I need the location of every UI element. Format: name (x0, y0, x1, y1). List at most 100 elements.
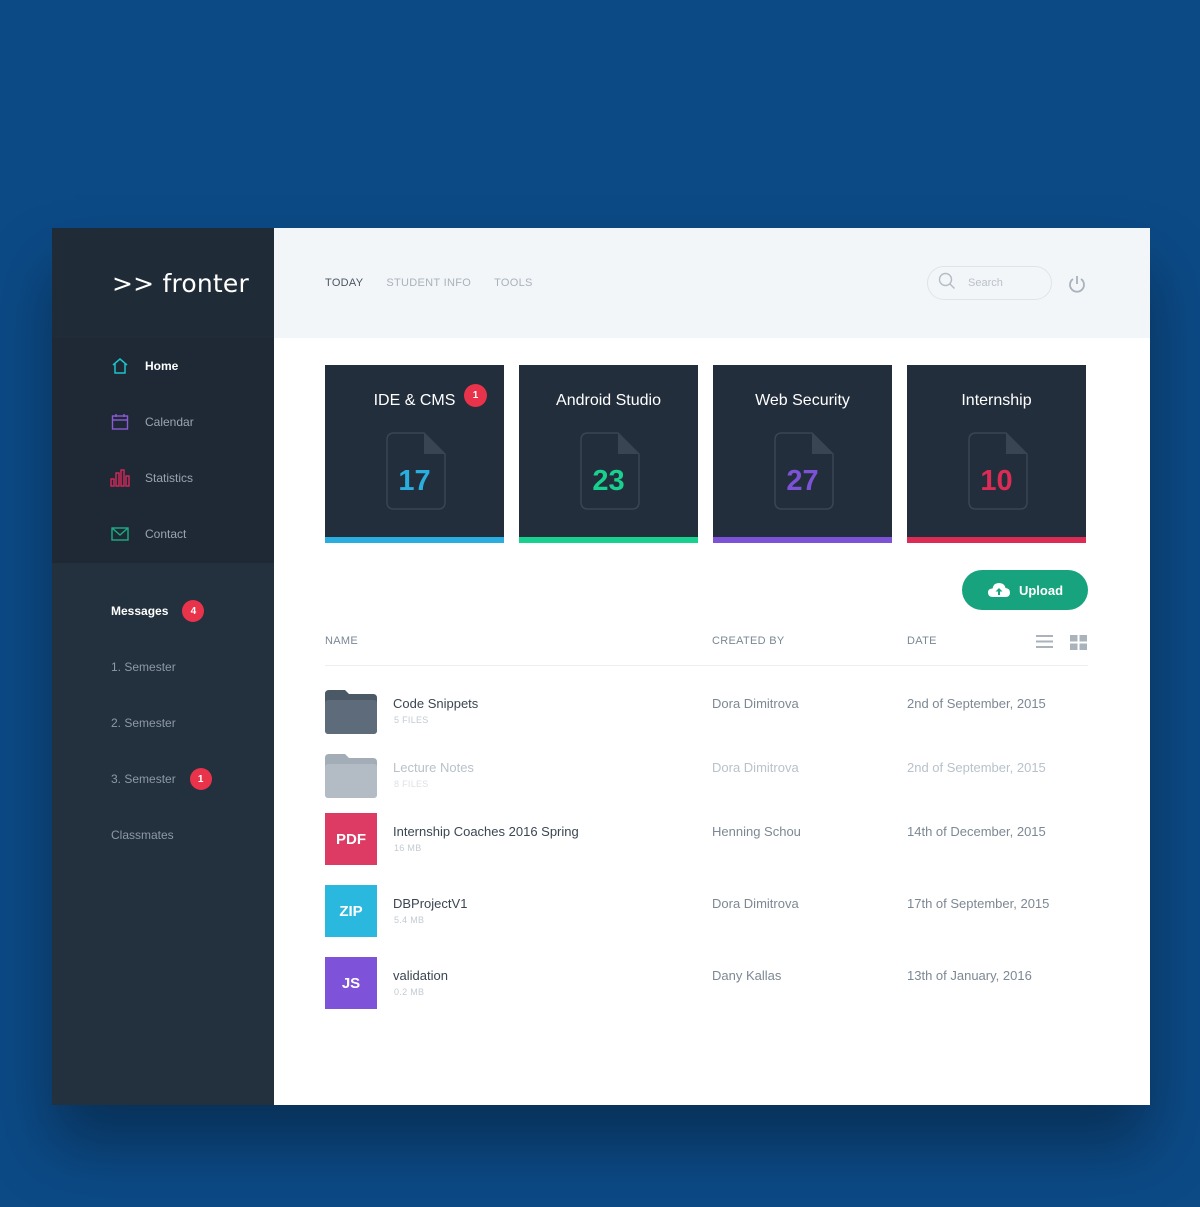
card-title: Internship (961, 392, 1032, 409)
file-name: Code Snippets (393, 696, 479, 711)
nav-item-label: Home (145, 359, 179, 373)
table-row[interactable]: PDF Internship Coaches 2016 Spring 16 MB… (325, 811, 1088, 883)
sidebar-item-messages[interactable]: Messages 4 (52, 583, 274, 639)
tab-today[interactable]: TODAY (325, 277, 364, 289)
nav-item-label: Contact (145, 527, 187, 541)
sidebar-item-label: 1. Semester (111, 660, 176, 674)
table-row[interactable]: Code Snippets 5 FILES Dora Dimitrova 2nd… (325, 683, 1088, 747)
folder-icon (325, 685, 377, 737)
nav-item-calendar[interactable]: Calendar (52, 394, 274, 450)
file-created-by: Henning Schou (712, 824, 801, 839)
file-date: 2nd of September, 2015 (907, 696, 1046, 711)
file-date: 13th of January, 2016 (907, 968, 1032, 983)
nav-item-label: Statistics (145, 471, 194, 485)
file-date: 2nd of September, 2015 (907, 760, 1046, 775)
card-badge: 1 (464, 384, 487, 407)
column-header-created-by[interactable]: CREATED BY (712, 635, 785, 647)
card-count: 23 (592, 465, 625, 497)
nav-item-contact[interactable]: Contact (52, 506, 274, 562)
file-meta: 8 FILES (394, 779, 429, 789)
document-icon (386, 432, 446, 510)
document-icon (580, 432, 640, 510)
sidebar-item-label: 3. Semester (111, 772, 176, 786)
card-count: 17 (398, 465, 431, 497)
main-nav: Home Calendar Statistics Contact (52, 338, 274, 563)
nav-item-statistics[interactable]: Statistics (52, 450, 274, 506)
card-accent-bar (519, 537, 698, 543)
mail-icon (110, 524, 130, 544)
file-created-by: Dora Dimitrova (712, 760, 799, 775)
cloud-upload-icon (987, 583, 1010, 597)
file-meta: 0.2 MB (394, 987, 425, 997)
file-name: DBProjectV1 (393, 896, 468, 911)
main-content: TODAY STUDENT INFO TOOLS IDE & CMS 1 17 (274, 228, 1150, 1105)
nav-item-home[interactable]: Home (52, 338, 274, 394)
logo-area: >> fronter (52, 228, 274, 338)
file-name: validation (393, 968, 448, 983)
file-meta: 16 MB (394, 843, 422, 853)
course-card-web-security[interactable]: Web Security 27 (713, 365, 892, 543)
course-card-android-studio[interactable]: Android Studio 23 (519, 365, 698, 543)
file-meta: 5 FILES (394, 715, 429, 725)
app-window: >> fronter Home Calendar Statistics (52, 228, 1150, 1105)
sidebar-item-label: 2. Semester (111, 716, 176, 730)
upload-button[interactable]: Upload (962, 570, 1088, 610)
messages-badge: 4 (182, 600, 205, 622)
top-bar: TODAY STUDENT INFO TOOLS (274, 228, 1150, 338)
file-date: 17th of September, 2015 (907, 896, 1050, 911)
document-icon (968, 432, 1028, 510)
sidebar-item-label: Classmates (111, 828, 174, 842)
semester-3-badge: 1 (189, 768, 212, 790)
file-created-by: Dora Dimitrova (712, 696, 799, 711)
js-file-icon: JS (325, 957, 377, 1009)
secondary-nav: Messages 4 1. Semester 2. Semester 3. Se… (52, 563, 274, 863)
sidebar-item-label: Messages (111, 604, 169, 618)
statistics-icon (110, 468, 130, 488)
column-header-date[interactable]: DATE (907, 635, 937, 647)
card-title: Android Studio (556, 392, 661, 409)
file-meta: 5.4 MB (394, 915, 425, 925)
file-list: Code Snippets 5 FILES Dora Dimitrova 2nd… (325, 683, 1088, 1027)
sidebar: >> fronter Home Calendar Statistics (52, 228, 274, 1105)
list-view-icon[interactable] (1036, 634, 1053, 654)
card-accent-bar (713, 537, 892, 543)
file-date: 14th of December, 2015 (907, 824, 1046, 839)
course-card-ide-cms[interactable]: IDE & CMS 1 17 (325, 365, 504, 543)
tab-student-info[interactable]: STUDENT INFO (386, 277, 472, 289)
search-box[interactable] (927, 266, 1052, 300)
file-name: Internship Coaches 2016 Spring (393, 824, 579, 839)
card-accent-bar (325, 537, 504, 543)
card-count: 27 (786, 465, 819, 497)
zip-file-icon: ZIP (325, 885, 377, 937)
search-icon (938, 272, 956, 295)
table-row[interactable]: ZIP DBProjectV1 5.4 MB Dora Dimitrova 17… (325, 883, 1088, 955)
tab-tools[interactable]: TOOLS (494, 277, 533, 289)
table-row[interactable]: Lecture Notes 8 FILES Dora Dimitrova 2nd… (325, 747, 1088, 811)
pdf-file-icon: PDF (325, 813, 377, 865)
nav-item-label: Calendar (145, 415, 194, 429)
column-header-name[interactable]: NAME (325, 635, 358, 647)
document-icon (774, 432, 834, 510)
table-row[interactable]: JS validation 0.2 MB Dany Kallas 13th of… (325, 955, 1088, 1027)
card-title: Web Security (755, 392, 850, 409)
folder-icon (325, 749, 377, 801)
grid-view-icon[interactable] (1070, 635, 1087, 655)
sidebar-item-semester-1[interactable]: 1. Semester (52, 639, 274, 695)
sidebar-item-classmates[interactable]: Classmates (52, 807, 274, 863)
course-cards: IDE & CMS 1 17 Android Studio 23 Web Sec… (325, 365, 1086, 543)
file-created-by: Dora Dimitrova (712, 896, 799, 911)
file-created-by: Dany Kallas (712, 968, 782, 983)
file-name: Lecture Notes (393, 760, 474, 775)
course-card-internship[interactable]: Internship 10 (907, 365, 1086, 543)
card-count: 10 (980, 465, 1013, 497)
card-title: IDE & CMS (373, 392, 456, 409)
search-input[interactable] (968, 277, 1038, 289)
calendar-icon (110, 412, 130, 432)
upload-label: Upload (1018, 582, 1064, 598)
sidebar-item-semester-3[interactable]: 3. Semester 1 (52, 751, 274, 807)
card-accent-bar (907, 537, 1086, 543)
sidebar-item-semester-2[interactable]: 2. Semester (52, 695, 274, 751)
power-icon[interactable] (1067, 274, 1087, 294)
logo[interactable]: >> fronter (112, 268, 249, 298)
table-header: NAME CREATED BY DATE (325, 632, 1088, 666)
